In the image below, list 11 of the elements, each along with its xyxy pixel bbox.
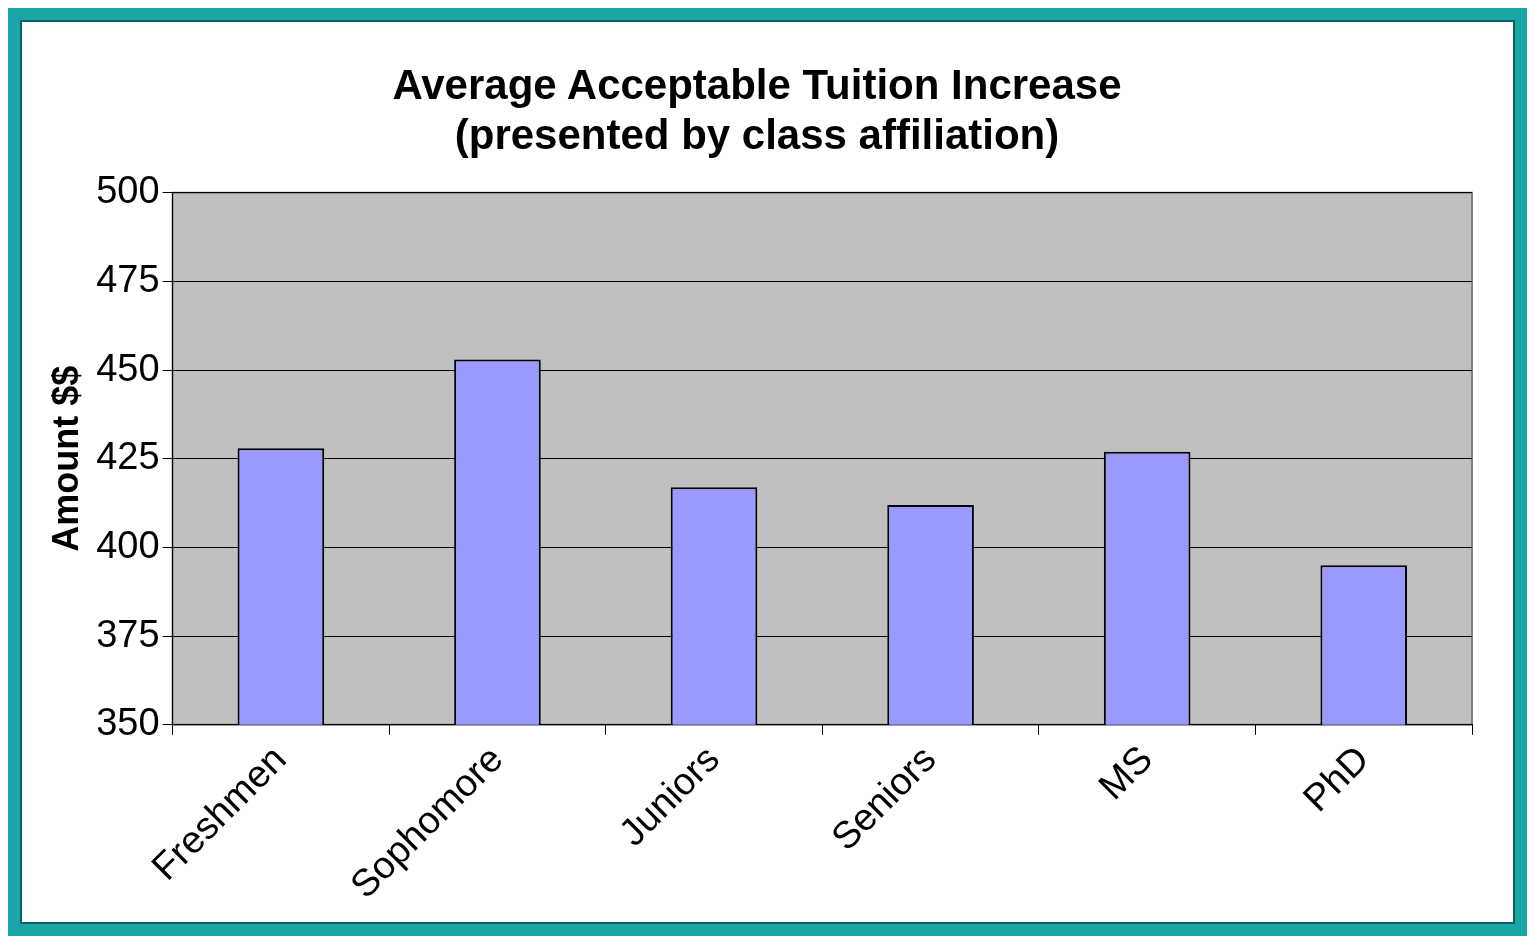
y-tick-label: 475 — [96, 257, 160, 300]
y-tick-label: 375 — [96, 612, 160, 655]
y-tick-label: 425 — [96, 435, 160, 478]
y-tick-label: 400 — [96, 523, 160, 566]
x-tick-label: PhD — [1294, 737, 1377, 820]
y-axis-title: Amount $$ — [44, 365, 86, 552]
y-tick-label: 500 — [96, 169, 160, 212]
y-tick-label: 450 — [96, 346, 160, 389]
x-tick-label: MS — [1090, 737, 1161, 808]
chart-title: Average Acceptable Tuition Increase (presented by class affiliation) — [392, 60, 1122, 159]
y-tick-label: 350 — [96, 701, 160, 744]
